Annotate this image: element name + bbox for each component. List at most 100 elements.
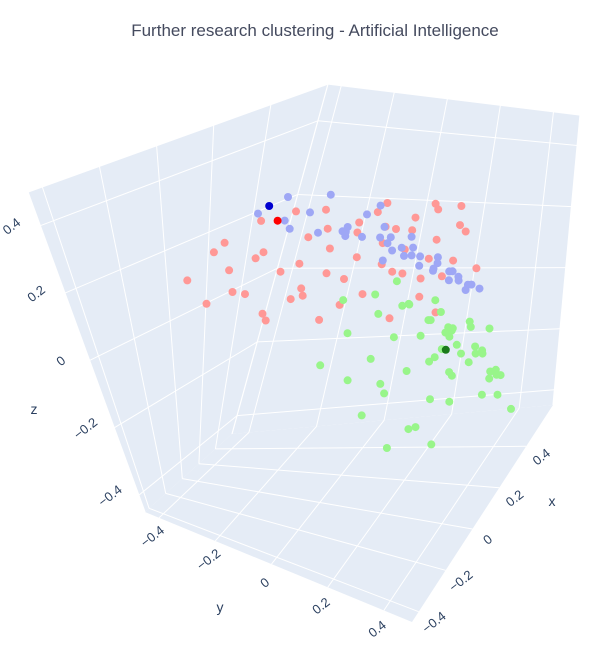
cluster-3-point[interactable]: [430, 353, 439, 362]
cluster-1-point[interactable]: [257, 216, 266, 225]
cluster-1-point[interactable]: [323, 224, 332, 233]
cluster-3-point[interactable]: [316, 361, 325, 370]
cluster-3-point[interactable]: [374, 309, 383, 318]
cluster-2-point[interactable]: [448, 267, 457, 276]
cluster-3-centroid[interactable]: [441, 345, 450, 354]
cluster-1-point[interactable]: [183, 276, 192, 285]
cluster-2-point[interactable]: [467, 280, 476, 289]
cluster-1-point[interactable]: [286, 295, 295, 304]
cluster-2-point[interactable]: [314, 228, 322, 237]
cluster-2-centroid[interactable]: [265, 202, 274, 210]
cluster-1-point[interactable]: [415, 292, 424, 301]
cluster-2-point[interactable]: [388, 246, 397, 255]
cluster-1-point[interactable]: [276, 267, 285, 276]
cluster-1-centroid[interactable]: [273, 216, 282, 225]
cluster-1-point[interactable]: [258, 309, 267, 318]
cluster-1-point[interactable]: [241, 290, 249, 299]
cluster-3-point[interactable]: [343, 329, 352, 338]
cluster-1-point[interactable]: [449, 256, 458, 265]
cluster-2-point[interactable]: [326, 190, 335, 199]
cluster-2-point[interactable]: [376, 201, 385, 210]
cluster-2-point[interactable]: [376, 233, 385, 242]
cluster-3-point[interactable]: [431, 296, 440, 305]
cluster-3-point[interactable]: [471, 349, 480, 358]
cluster-2-point[interactable]: [378, 256, 387, 265]
cluster-3-point[interactable]: [343, 376, 352, 385]
cluster-3-point[interactable]: [382, 444, 391, 452]
cluster-1-point[interactable]: [461, 227, 470, 236]
cluster-3-point[interactable]: [411, 423, 420, 432]
cluster-2-point[interactable]: [433, 259, 442, 268]
cluster-1-point[interactable]: [340, 275, 348, 283]
cluster-3-point[interactable]: [445, 368, 454, 377]
cluster-1-point[interactable]: [432, 235, 441, 244]
cluster-3-point[interactable]: [357, 411, 366, 420]
cluster-3-point[interactable]: [457, 349, 465, 358]
cluster-3-point[interactable]: [339, 296, 348, 305]
cluster-3-point[interactable]: [496, 371, 505, 380]
cluster-3-point[interactable]: [404, 425, 413, 434]
cluster-3-point[interactable]: [389, 333, 398, 342]
cluster-2-point[interactable]: [444, 276, 453, 285]
cluster-1-point[interactable]: [472, 264, 481, 273]
cluster-1-point[interactable]: [416, 274, 425, 283]
cluster-3-point[interactable]: [466, 322, 475, 331]
cluster-1-point[interactable]: [408, 226, 417, 235]
cluster-1-point[interactable]: [411, 213, 420, 222]
cluster-2-point[interactable]: [363, 210, 371, 219]
cluster-1-point[interactable]: [456, 221, 464, 230]
cluster-3-point[interactable]: [478, 349, 487, 358]
cluster-3-point[interactable]: [427, 440, 436, 449]
cluster-3-point[interactable]: [464, 358, 473, 367]
cluster-1-point[interactable]: [388, 267, 397, 276]
cluster-3-point[interactable]: [477, 390, 486, 399]
cluster-3-point[interactable]: [425, 357, 434, 366]
data-points[interactable]: [183, 190, 515, 452]
cluster-1-point[interactable]: [209, 248, 218, 257]
cluster-1-point[interactable]: [355, 218, 364, 227]
cluster-3-point[interactable]: [426, 316, 435, 325]
cluster-2-point[interactable]: [338, 227, 347, 236]
cluster-1-point[interactable]: [261, 316, 270, 325]
cluster-3-point[interactable]: [486, 367, 495, 376]
cluster-2-point[interactable]: [285, 224, 294, 233]
cluster-1-point[interactable]: [325, 244, 334, 253]
cluster-2-point[interactable]: [415, 261, 424, 270]
cluster-1-point[interactable]: [295, 259, 304, 268]
cluster-3-point[interactable]: [380, 389, 389, 398]
cluster-2-point[interactable]: [407, 232, 416, 241]
cluster-3-point[interactable]: [402, 367, 411, 375]
cluster-3-point[interactable]: [416, 331, 425, 340]
cluster-3-point[interactable]: [376, 379, 385, 388]
cluster-1-point[interactable]: [437, 272, 446, 281]
cluster-2-point[interactable]: [433, 253, 442, 262]
cluster-2-point[interactable]: [397, 243, 406, 252]
cluster-1-point[interactable]: [434, 205, 443, 214]
cluster-2-point[interactable]: [475, 284, 484, 293]
cluster-1-point[interactable]: [297, 284, 306, 293]
cluster-2-point[interactable]: [383, 239, 392, 248]
cluster-1-point[interactable]: [385, 314, 394, 323]
cluster-2-point[interactable]: [380, 222, 389, 231]
cluster-1-point[interactable]: [373, 208, 382, 217]
cluster-3-point[interactable]: [445, 397, 454, 406]
cluster-2-point[interactable]: [280, 216, 289, 225]
cluster-1-point[interactable]: [228, 288, 237, 296]
cluster-1-point[interactable]: [315, 315, 324, 324]
cluster-3-point[interactable]: [371, 290, 380, 299]
cluster-3-point[interactable]: [404, 299, 413, 308]
cluster-2-point[interactable]: [254, 209, 262, 218]
cluster-2-point[interactable]: [386, 233, 395, 242]
cluster-3-point[interactable]: [392, 277, 401, 286]
cluster-1-point[interactable]: [259, 248, 268, 257]
cluster-3-point[interactable]: [436, 308, 445, 316]
cluster-1-point[interactable]: [398, 269, 407, 278]
cluster-1-point[interactable]: [220, 238, 229, 247]
cluster-1-point[interactable]: [392, 225, 400, 233]
cluster-3-point[interactable]: [493, 390, 502, 399]
cluster-1-point[interactable]: [202, 299, 211, 308]
cluster-1-point[interactable]: [383, 199, 392, 207]
cluster-1-point[interactable]: [225, 266, 234, 275]
cluster-1-point[interactable]: [292, 207, 300, 216]
